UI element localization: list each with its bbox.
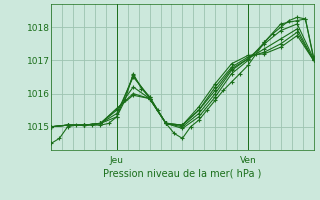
- Text: Jeu: Jeu: [110, 156, 124, 165]
- Text: Ven: Ven: [240, 156, 256, 165]
- X-axis label: Pression niveau de la mer( hPa ): Pression niveau de la mer( hPa ): [103, 169, 261, 179]
